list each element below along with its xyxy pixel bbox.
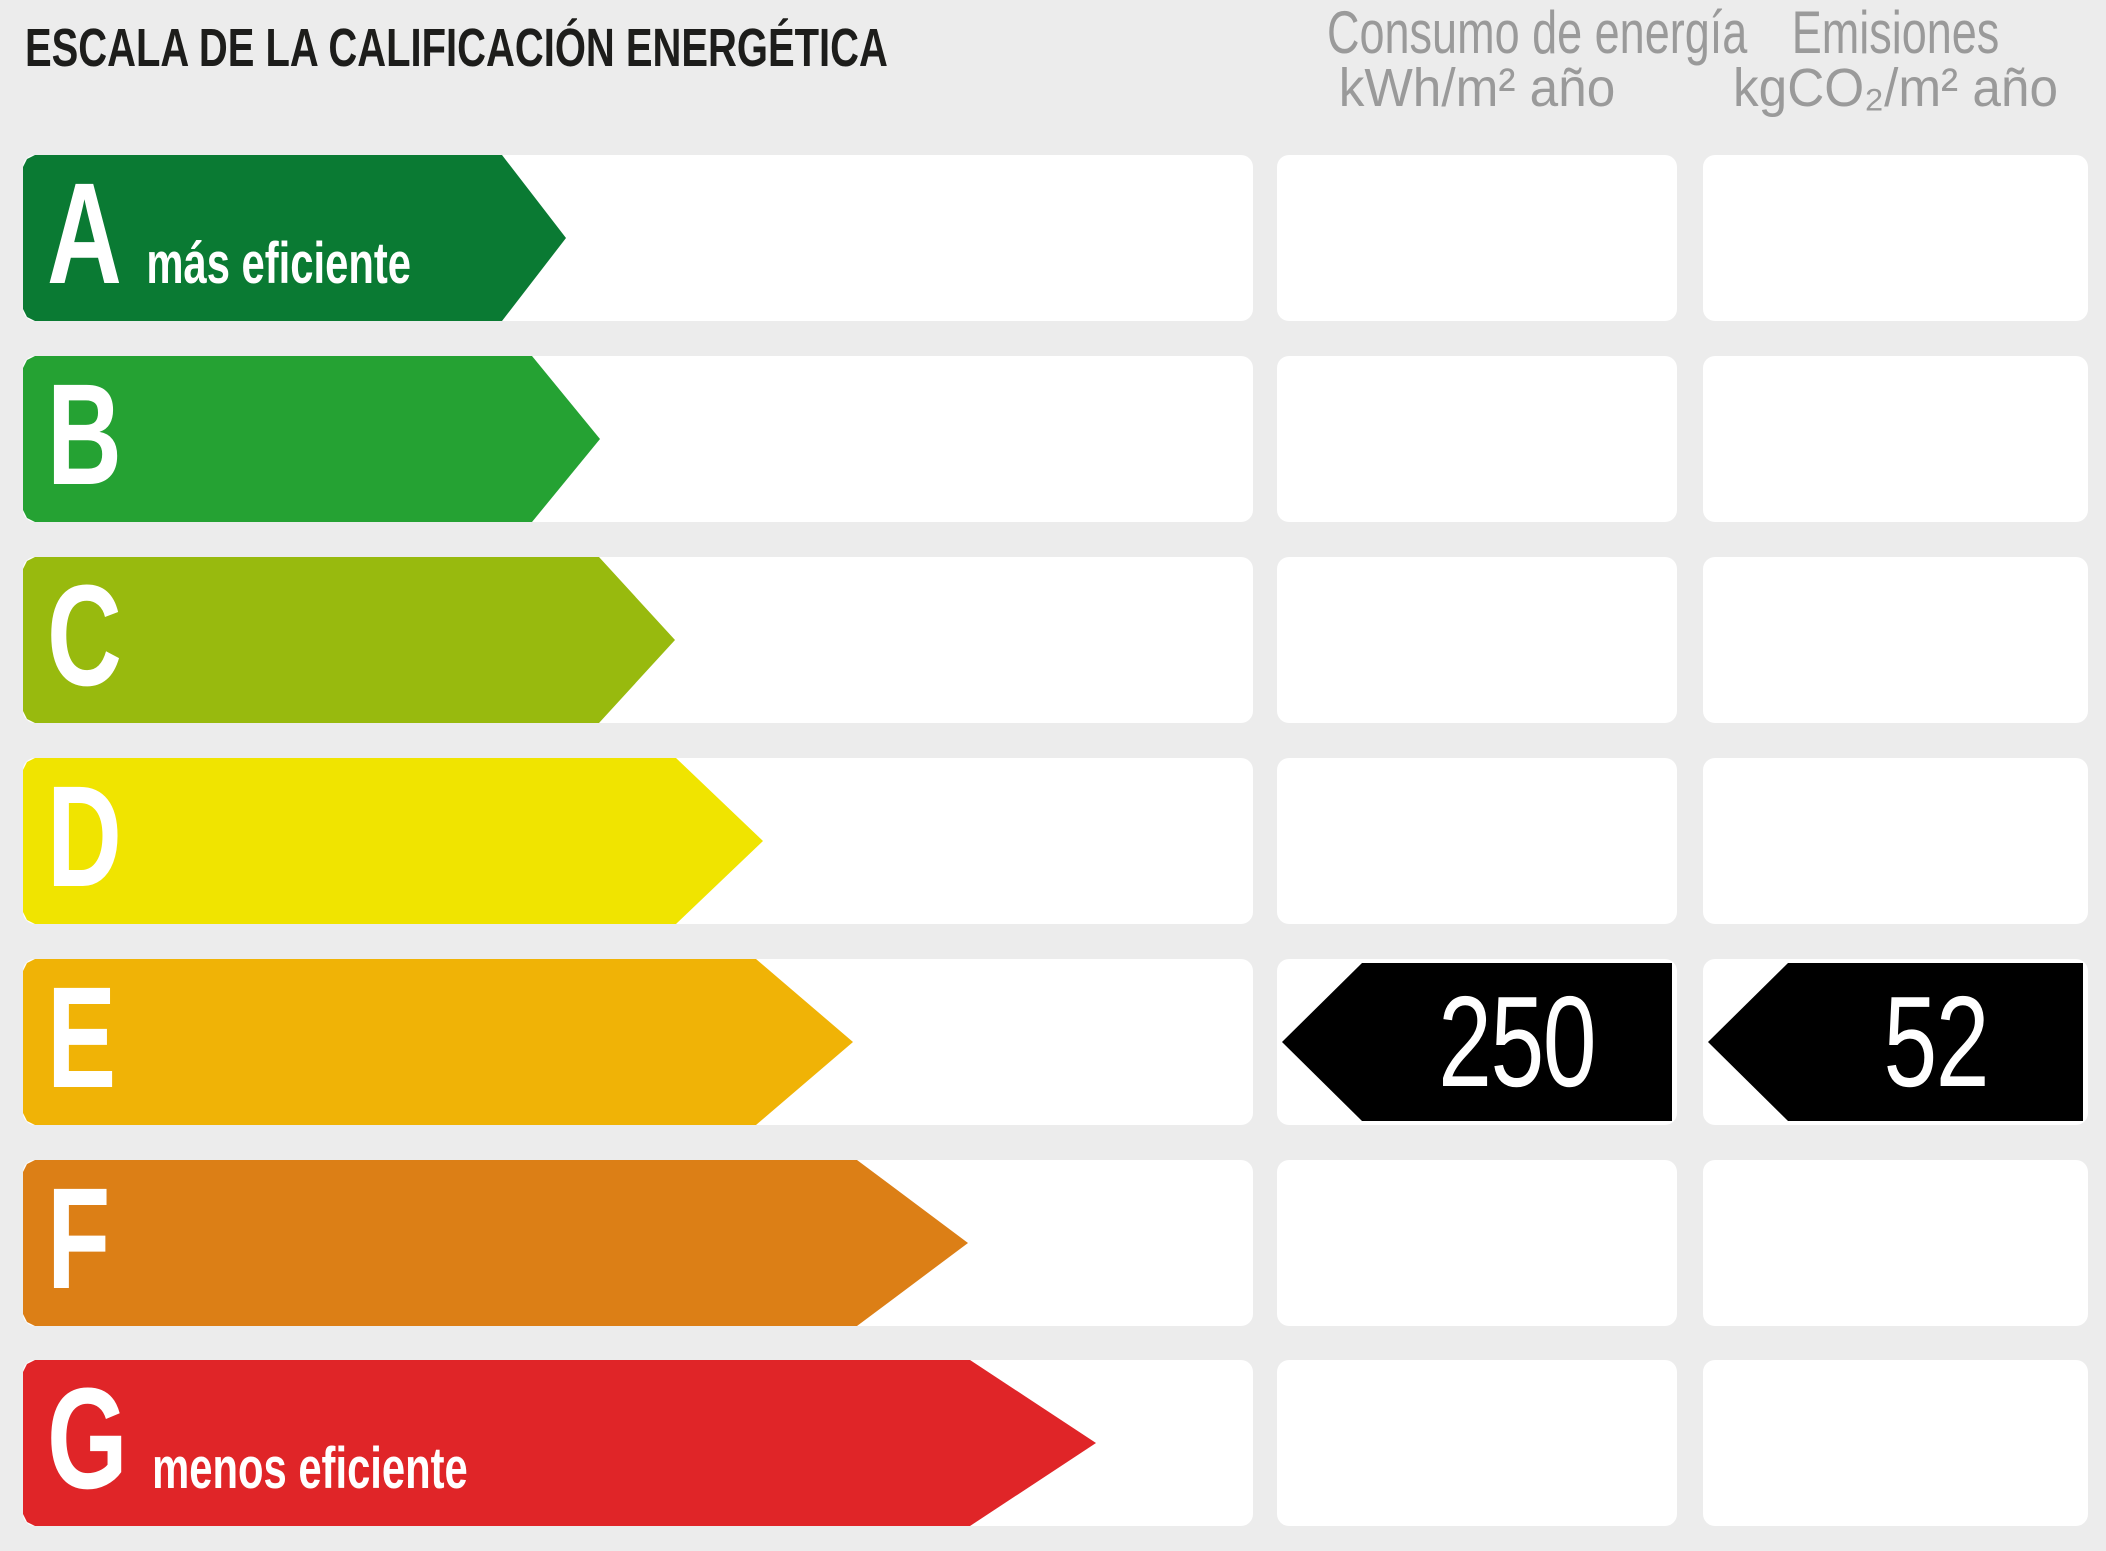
emissions-value: 52 [1883,969,1989,1114]
rating-letter: C [47,555,122,716]
emissions-cell [1703,1160,2088,1326]
rating-bar-b: B [23,356,600,522]
consumption-value: 250 [1438,969,1597,1114]
consumption-cell [1277,557,1677,723]
consumption-cell: 250 [1277,959,1677,1125]
consumption-header-unit: kWh/m² año [1338,58,1616,118]
rating-bar-d: D [23,758,763,924]
rating-row-d: D [0,758,2106,924]
emissions-cell [1703,356,2088,522]
rating-letter: G [47,1358,128,1519]
rating-row-a: A más eficiente [0,155,2106,321]
emissions-column-header: Emisiones kgCO₂/m² año [1703,0,2088,118]
rating-label: más eficiente [146,231,411,296]
emissions-header-title: Emisiones [1791,0,2000,66]
consumption-header-title: Consumo de energía [1327,0,1748,66]
emissions-header-unit: kgCO₂/m² año [1733,58,2058,118]
page-title: ESCALA DE LA CALIFICACIÓN ENERGÉTICA [25,18,888,78]
rating-letter: F [47,1158,111,1319]
emissions-cell: 52 [1703,959,2088,1125]
rating-bar-e: E [23,959,853,1125]
consumption-cell [1277,1160,1677,1326]
consumption-value-marker: 250 [1282,963,1672,1121]
rating-letter: E [47,957,117,1118]
rating-row-g: G menos eficiente [0,1360,2106,1526]
rating-bar-f: F [23,1160,968,1326]
rating-row-f: F [0,1160,2106,1326]
rating-letter: B [47,354,122,515]
rating-bar-a: A más eficiente [23,155,566,321]
consumption-column-header: Consumo de energía kWh/m² año [1277,0,1748,118]
rating-bar-c: C [23,557,675,723]
consumption-cell [1277,1360,1677,1526]
rating-label: menos eficiente [152,1436,468,1501]
emissions-value-marker: 52 [1708,963,2083,1121]
emissions-cell [1703,1360,2088,1526]
emissions-cell [1703,155,2088,321]
rating-letter: D [47,756,122,917]
rating-letter: A [47,153,122,314]
rating-row-b: B [0,356,2106,522]
emissions-cell [1703,758,2088,924]
rating-bar-g: G menos eficiente [23,1360,1096,1526]
rating-row-c: C [0,557,2106,723]
rating-row-e: 250 52 E [0,959,2106,1125]
consumption-cell [1277,758,1677,924]
emissions-cell [1703,557,2088,723]
consumption-cell [1277,356,1677,522]
consumption-cell [1277,155,1677,321]
